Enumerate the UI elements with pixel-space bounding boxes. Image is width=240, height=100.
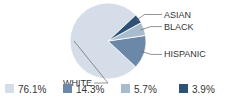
- legend-swatch: [121, 84, 130, 93]
- pie-labels: WHITEHISPANICBLACKASIAN: [63, 10, 206, 89]
- legend-label: 3.9%: [192, 84, 215, 95]
- leader-line: [74, 41, 108, 83]
- slice-label: ASIAN: [164, 10, 191, 20]
- slice-label: HISPANIC: [164, 49, 206, 59]
- chart: WHITEHISPANICBLACKASIAN76.1%14.3%5.7%3.9…: [0, 0, 240, 100]
- legend-label: 76.1%: [18, 84, 46, 95]
- legend-swatch: [179, 84, 188, 93]
- leader-line: [141, 51, 163, 54]
- legend-swatch: [63, 84, 72, 93]
- legend: 76.1% 14.3% 5.7% 3.9%: [5, 84, 215, 95]
- legend-swatch: [5, 84, 14, 93]
- leader-line: [140, 27, 162, 31]
- pie-slice: [108, 15, 141, 41]
- pie: [70, 3, 146, 79]
- legend-label: 14.3%: [76, 84, 104, 95]
- leader-line: [136, 15, 163, 22]
- legend-label: 5.7%: [134, 84, 157, 95]
- slice-label: BLACK: [164, 22, 194, 32]
